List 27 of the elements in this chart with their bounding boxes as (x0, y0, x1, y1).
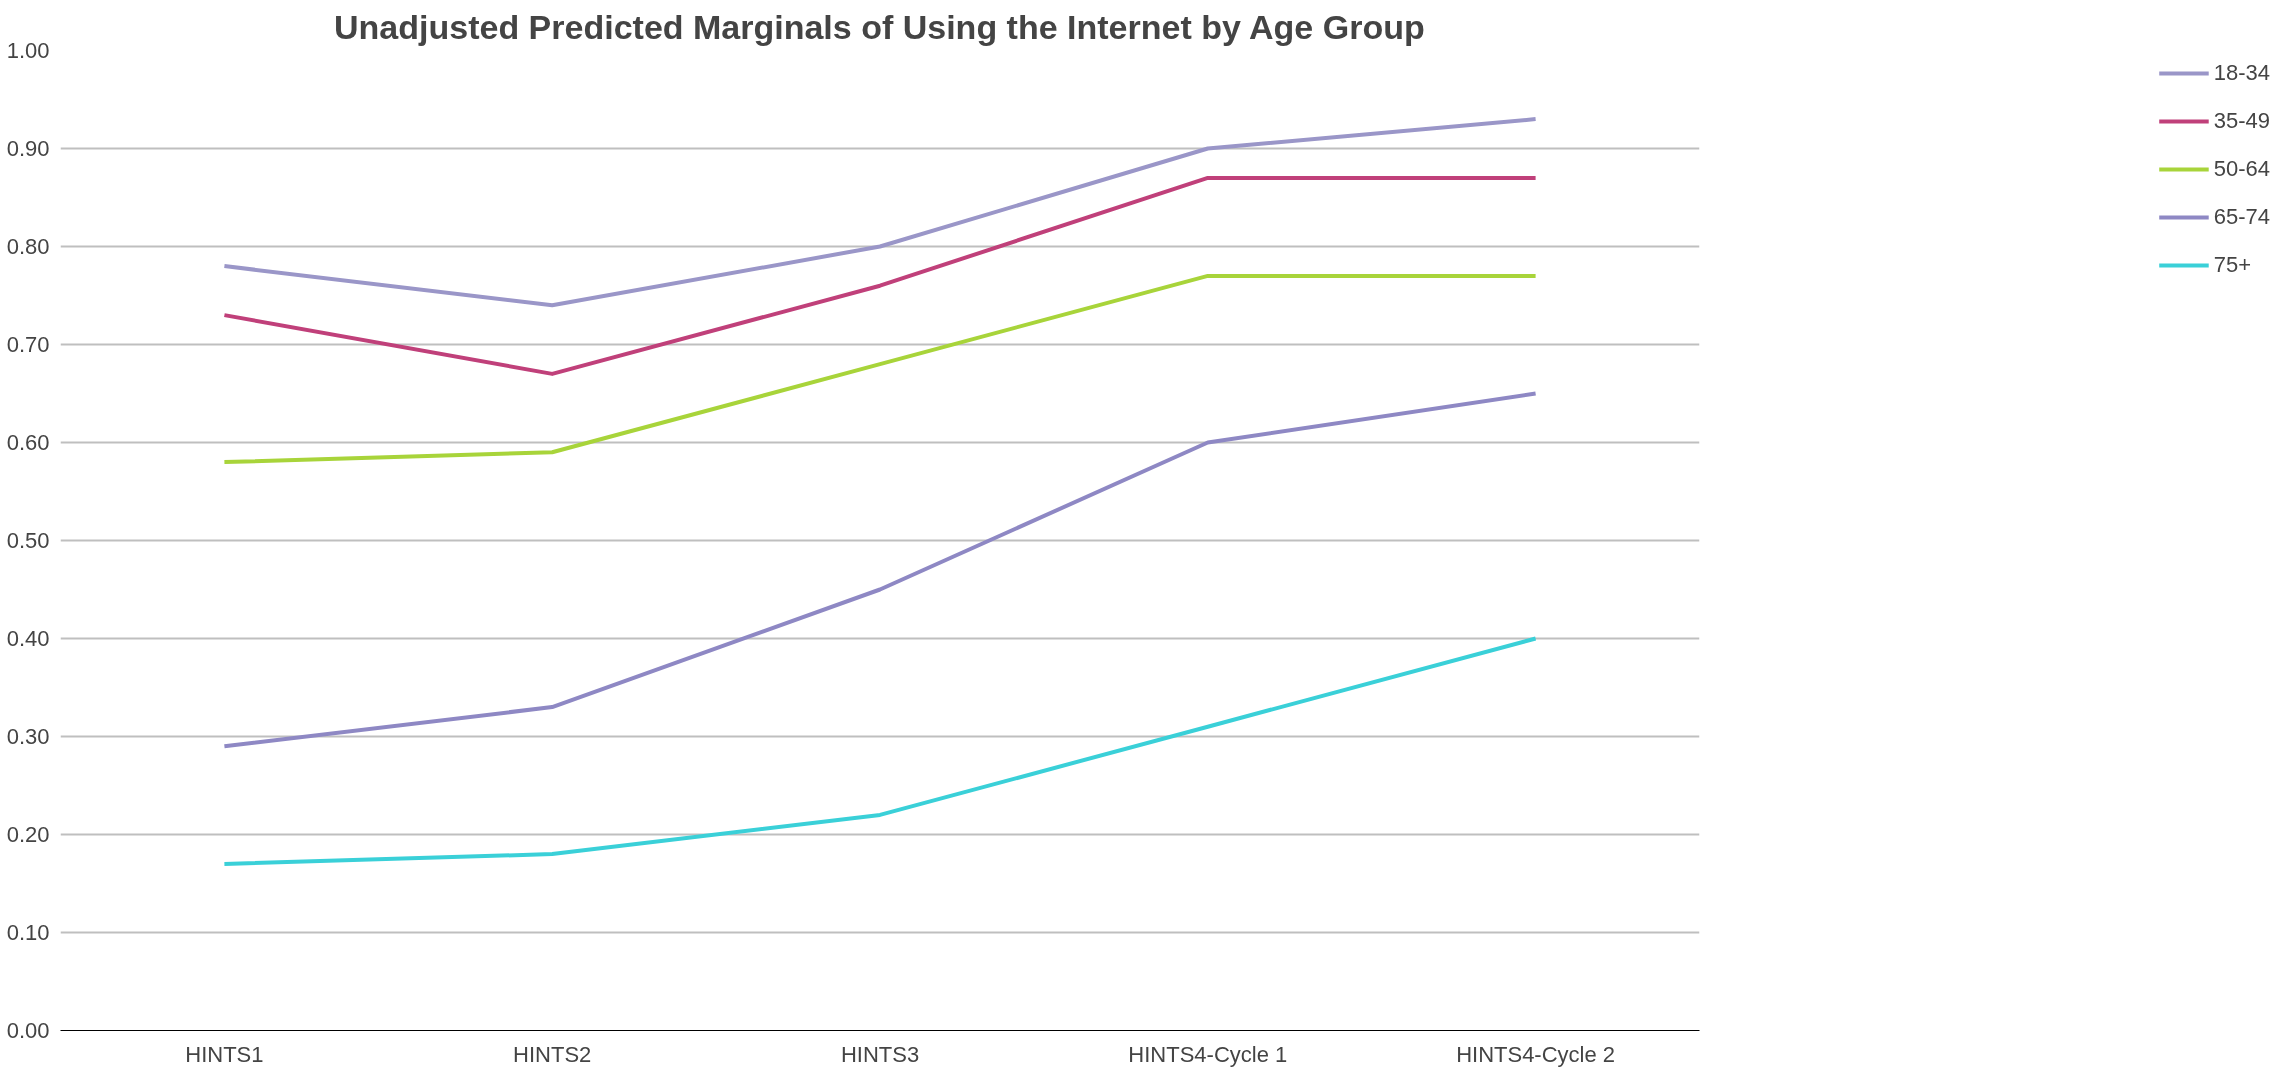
legend-label: 35-49 (2213, 108, 2270, 134)
y-tick-label: 0.00 (6, 1018, 50, 1043)
line-series (222, 117, 1538, 308)
x-tick-label: HINTS1 (185, 1041, 264, 1067)
line-series (222, 636, 1538, 866)
line-series (222, 175, 1538, 376)
chart-title: Unadjusted Predicted Marginals of Using the Internet by Age Group (334, 7, 1425, 46)
y-tick-label: 0.30 (6, 724, 50, 749)
legend-label: 65-74 (2213, 204, 2270, 230)
y-tick-label: 0.10 (6, 920, 50, 945)
legend-label: 75+ (2213, 252, 2252, 278)
legend-label: 18-34 (2213, 60, 2270, 86)
x-tick-label: HINTS2 (513, 1041, 592, 1067)
y-tick-label: 0.90 (6, 136, 50, 161)
y-tick-label: 0.50 (6, 528, 50, 553)
y-tick-label: 0.40 (6, 626, 50, 651)
line-series (222, 391, 1538, 749)
y-tick-label: 1.00 (6, 38, 50, 63)
x-tick-label: HINTS3 (840, 1041, 920, 1067)
legend-label: 50-64 (2213, 156, 2270, 182)
y-tick-label: 0.60 (6, 430, 50, 455)
y-tick-label: 0.20 (6, 822, 50, 847)
x-tick-label: HINTS4-Cycle 2 (1456, 1041, 1616, 1067)
y-tick-label: 0.70 (6, 332, 50, 357)
y-tick-label: 0.80 (6, 234, 50, 259)
x-tick-label: HINTS4-Cycle 1 (1128, 1041, 1288, 1067)
line-series (222, 273, 1538, 465)
